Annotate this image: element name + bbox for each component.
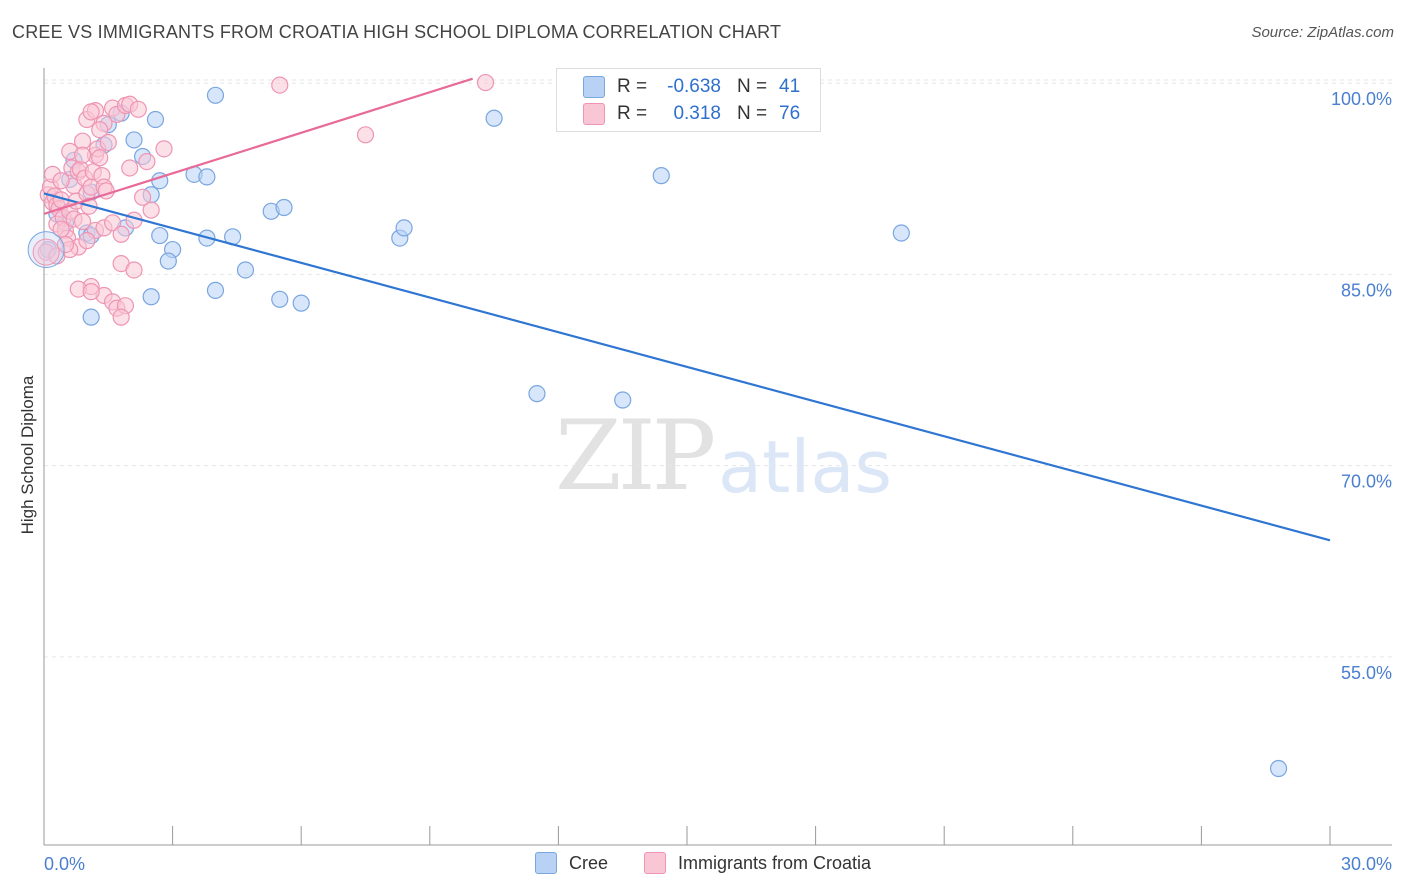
cree-point <box>485 109 503 127</box>
croatia-r-label: R = <box>617 103 648 124</box>
y-axis-label: High School Diploma <box>18 375 37 535</box>
cree-point <box>159 252 177 270</box>
croatia-r-value: 0.318 <box>673 103 721 124</box>
cree-point <box>82 308 100 326</box>
croatia-point <box>112 308 130 326</box>
cree-point <box>395 219 413 237</box>
x-tick-label: 0.0% <box>44 854 85 874</box>
y-tick-label: 70.0% <box>1341 472 1392 492</box>
legend-item-cree[interactable]: Cree <box>534 852 608 874</box>
cree-point <box>198 168 216 186</box>
croatia-point <box>73 212 92 231</box>
croatia-point <box>356 126 375 144</box>
croatia-point <box>99 133 117 152</box>
cree-legend-swatch <box>534 852 557 874</box>
cree-point <box>142 288 160 306</box>
cree-point <box>292 294 310 312</box>
croatia-point <box>125 261 143 279</box>
croatia-cluster-point <box>32 238 60 266</box>
croatia-point <box>155 140 173 158</box>
y-tick-label: 85.0% <box>1341 280 1392 300</box>
cree-point <box>236 261 255 279</box>
croatia-point <box>73 146 92 164</box>
legend-row-cree: R = -0.638 N = 41 <box>583 74 800 100</box>
chart-title: CREE VS IMMIGRANTS FROM CROATIA HIGH SCH… <box>12 22 782 42</box>
legend-item-croatia[interactable]: Immigrants from Croatia <box>643 852 872 874</box>
croatia-point <box>112 225 130 243</box>
croatia-point <box>133 188 152 206</box>
cree-n-value: 41 <box>779 76 801 97</box>
cree-point <box>206 86 225 104</box>
cree-cluster-point <box>27 231 65 269</box>
series-legend: Cree Immigrants from Croatia <box>0 852 1406 874</box>
croatia-point <box>129 100 147 118</box>
croatia-point <box>52 172 70 190</box>
croatia-legend-label: Immigrants from Croatia <box>677 852 872 873</box>
croatia-point <box>103 214 122 232</box>
cree-trend-line <box>43 192 1331 542</box>
cree-point <box>1269 759 1288 778</box>
stats-legend: R = -0.638 N = 41 R = 0.318 N = 76 <box>556 68 821 132</box>
cree-point <box>275 198 293 217</box>
croatia-point <box>121 159 139 177</box>
legend-row-croatia: R = 0.318 N = 76 <box>583 101 800 127</box>
croatia-swatch <box>583 103 605 125</box>
x-tick-label: 30.0% <box>1341 854 1392 874</box>
croatia-legend-swatch <box>643 852 666 874</box>
watermark-zip: ZIP <box>555 400 716 512</box>
cree-point <box>528 385 546 403</box>
croatia-point <box>78 232 96 250</box>
y-tick-label: 100.0% <box>1331 89 1392 109</box>
croatia-n-value: 76 <box>779 103 801 124</box>
cree-swatch <box>583 76 605 98</box>
cree-point <box>652 167 670 185</box>
cree-r-label: R = <box>617 76 648 97</box>
source-label: Source: ZipAtlas.com <box>1251 24 1394 41</box>
cree-point <box>614 391 632 409</box>
croatia-point <box>91 121 109 139</box>
croatia-point <box>476 73 495 92</box>
croatia-trend-line <box>43 77 473 215</box>
croatia-point <box>142 201 160 219</box>
croatia-n-label: N = <box>737 103 768 124</box>
y-tick-label: 55.0% <box>1341 663 1392 683</box>
cree-point <box>892 224 910 242</box>
cree-n-label: N = <box>737 76 768 97</box>
cree-point <box>206 281 225 299</box>
cree-legend-label: Cree <box>568 852 608 873</box>
cree-point <box>151 226 169 245</box>
croatia-point <box>82 103 100 121</box>
cree-point <box>271 290 289 308</box>
cree-point <box>125 131 143 149</box>
croatia-point <box>91 149 109 167</box>
watermark-atlas: atlas <box>718 425 892 509</box>
croatia-point <box>138 153 156 171</box>
croatia-point <box>271 76 289 94</box>
cree-r-value: -0.638 <box>667 76 721 97</box>
cree-point <box>146 110 165 129</box>
croatia-point <box>82 283 100 301</box>
